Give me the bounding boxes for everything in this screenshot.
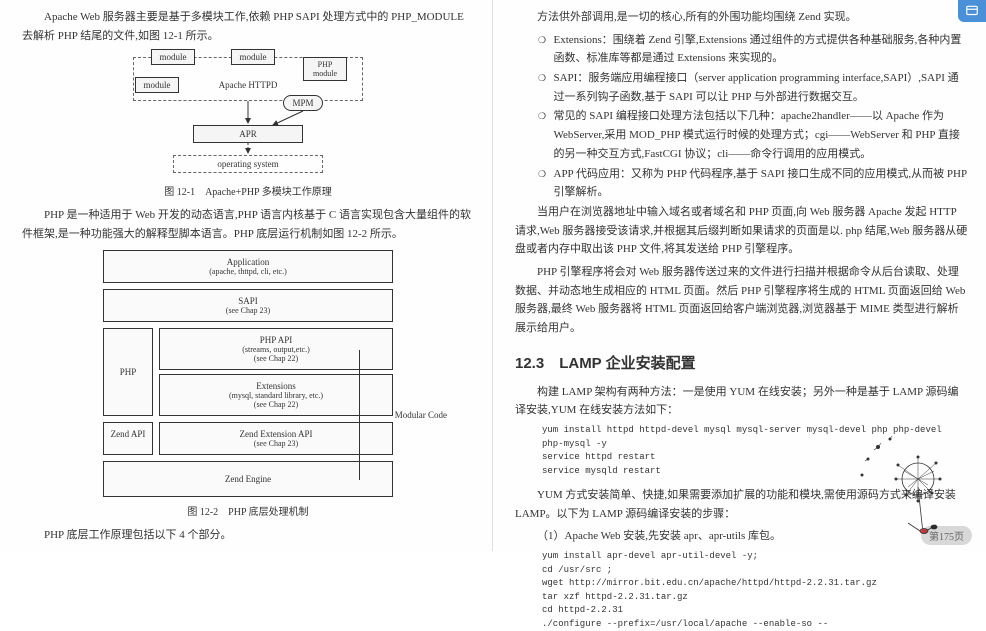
paragraph: PHP 是一种适用于 Web 开发的动态语言,PHP 语言内核基于 C 语言实现… — [22, 206, 474, 243]
section-heading: 12.3 LAMP 企业安装配置 — [515, 352, 968, 373]
sapi-layer: SAPI(see Chap 23) — [103, 289, 393, 322]
figure-caption: 图 12-2 PHP 底层处理机制 — [22, 503, 474, 518]
module-box: module — [151, 49, 195, 65]
module-box: module — [135, 77, 179, 93]
paragraph: PHP 底层工作原理包括以下 4 个部分。 — [22, 526, 474, 545]
paragraph: 方法供外部调用,是一切的核心,所有的外围功能均围绕 Zend 实现。 — [515, 8, 968, 27]
paragraph: PHP 引擎程序将会对 Web 服务器传送过来的文件进行扫描并根据命令从后台读取… — [515, 263, 968, 338]
paragraph: Apache Web 服务器主要是基于多模块工作,依赖 PHP SAPI 处理方… — [22, 8, 474, 45]
diagram-php-internals: Application(apache, thttpd, cli, etc.) S… — [103, 250, 393, 497]
zend-engine-layer: Zend Engine — [103, 461, 393, 497]
module-box: module — [231, 49, 275, 65]
list-item: SAPI：服务端应用编程接口（server application progra… — [543, 69, 969, 106]
mpm-box: MPM — [283, 95, 323, 111]
paragraph: （1）Apache Web 安装,先安装 apr、apr-utils 库包。 — [515, 527, 968, 546]
code-block: yum install httpd httpd-devel mysql mysq… — [515, 424, 968, 478]
os-box: operating system — [173, 155, 323, 173]
php-layer: PHP — [103, 328, 153, 416]
bookmark-icon[interactable] — [958, 0, 986, 22]
figure-caption: 图 12-1 Apache+PHP 多模块工作原理 — [22, 183, 474, 198]
paragraph: YUM 方式安装简单、快捷,如果需要添加扩展的功能和模块,需使用源码方式来编译安… — [515, 486, 968, 523]
apr-box: APR — [193, 125, 303, 143]
paragraph: 构建 LAMP 架构有两种方法：一是使用 YUM 在线安装；另外一种是基于 LA… — [515, 383, 968, 420]
bullet-list: Extensions：围绕着 Zend 引擎,Extensions 通过组件的方… — [515, 31, 968, 202]
diagram-apache-php: Apache HTTPD module module PHP module mo… — [133, 49, 363, 179]
list-item: Extensions：围绕着 Zend 引擎,Extensions 通过组件的方… — [543, 31, 969, 68]
page-number-badge: 第175页 — [921, 526, 972, 545]
list-item: 常见的 SAPI 编程接口处理方法包括以下几种：apache2handler——… — [543, 107, 969, 163]
page-left: Apache Web 服务器主要是基于多模块工作,依赖 PHP SAPI 处理方… — [0, 0, 493, 551]
diagram-title: Apache HTTPD — [219, 80, 278, 90]
page-right: 方法供外部调用,是一切的核心,所有的外围功能均围绕 Zend 实现。 Exten… — [493, 0, 986, 551]
paragraph: 当用户在浏览器地址中输入域名或者域名和 PHP 页面,向 Web 服务器 Apa… — [515, 203, 968, 259]
code-block: yum install apr-devel apr-util-devel -y;… — [515, 550, 968, 631]
app-layer: Application(apache, thttpd, cli, etc.) — [103, 250, 393, 283]
zendapi-layer: Zend API — [103, 422, 153, 455]
php-module-box: PHP module — [303, 57, 347, 81]
list-item: APP 代码应用：又称为 PHP 代码程序,基于 SAPI 接口生成不同的应用模… — [543, 165, 969, 202]
modular-code-label: Modular Code — [395, 410, 447, 420]
